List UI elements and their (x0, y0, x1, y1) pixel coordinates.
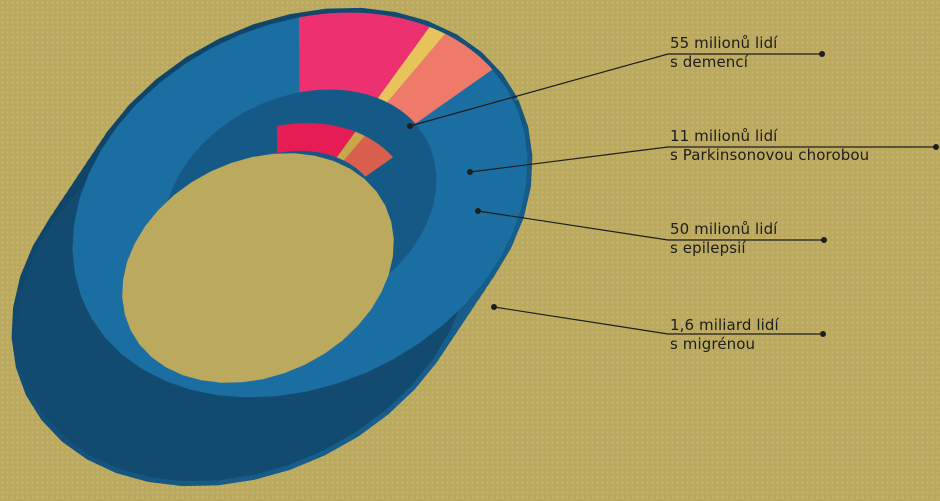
ring-hole (122, 153, 394, 383)
label-parkinson-condition: s Parkinsonovou chorobou (670, 146, 870, 164)
leader-end-dot (933, 144, 939, 150)
leader-lines (407, 51, 939, 337)
leader-end-dot (819, 51, 825, 57)
label-epilepsy-condition: s epilepsií (670, 239, 746, 257)
leader-anchor-dot (475, 208, 481, 214)
leader-line-dementia (409, 53, 822, 127)
slice-dementia (298, 12, 430, 99)
label-dementia: 55 milionů lidí s demencí (670, 34, 777, 72)
leader-anchor-dot (491, 304, 497, 310)
label-epilepsy-value: 50 milionů lidí (670, 220, 778, 238)
label-epilepsy: 50 milionů lidí s epilepsií (670, 220, 777, 258)
leader-end-dot (821, 237, 827, 243)
leader-line-epilepsy (477, 210, 824, 241)
leader-end-dot (820, 331, 826, 337)
ring-top-face (72, 12, 528, 398)
label-parkinson-value: 11 milionů lidí (670, 127, 778, 145)
label-migraine-value: 1,6 miliard lidí (670, 316, 779, 334)
label-migraine: 1,6 miliard lidí s migrénou (670, 316, 779, 354)
slice-epilepsy-inner-wall (343, 136, 393, 177)
leader-anchor-dot (467, 169, 473, 175)
slice-parkinson-inner-wall (336, 131, 365, 161)
label-migraine-condition: s migrénou (670, 335, 756, 353)
label-dementia-condition: s demencí (670, 53, 748, 71)
slice-epilepsy (387, 33, 493, 124)
leader-line-migraine (493, 306, 823, 335)
slice-parkinson (377, 26, 446, 103)
slice-dementia-inner-wall (276, 123, 356, 158)
label-dementia-value: 55 milionů lidí (670, 34, 778, 52)
label-parkinson: 11 milionů lidí s Parkinsonovou chorobou (670, 127, 869, 165)
leader-line-parkinson (469, 146, 936, 173)
leader-anchor-dot (407, 123, 413, 129)
